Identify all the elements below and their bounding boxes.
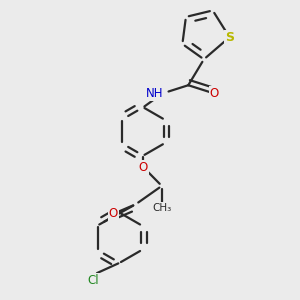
Text: S: S	[225, 31, 234, 44]
Text: CH₃: CH₃	[152, 203, 171, 213]
Text: O: O	[109, 207, 118, 220]
Text: Cl: Cl	[87, 274, 99, 286]
Text: NH: NH	[146, 87, 164, 100]
Text: O: O	[210, 87, 219, 100]
Text: O: O	[139, 160, 148, 174]
